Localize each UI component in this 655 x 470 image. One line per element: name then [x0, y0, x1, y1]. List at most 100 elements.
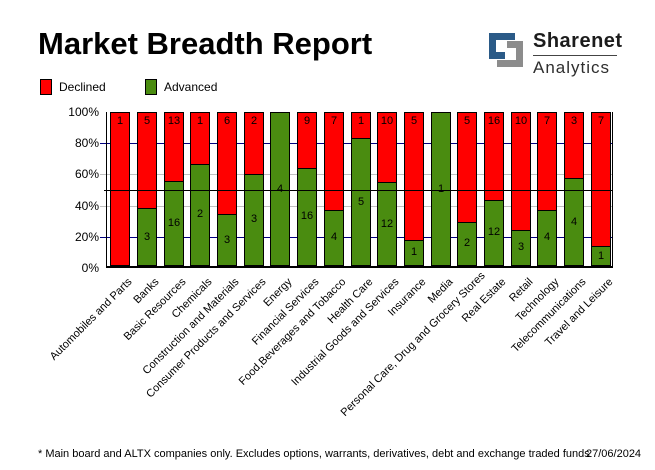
declined-value-label: 5 — [463, 115, 471, 127]
bar-automobiles-and-parts: 1 — [110, 112, 130, 266]
axis-tick-20pct — [100, 237, 106, 238]
bar-retail: 10 3 — [511, 112, 531, 266]
advanced-swatch-icon — [145, 79, 157, 95]
advanced-value-label: 1 — [597, 249, 605, 262]
y-axis-label: 20% — [74, 230, 99, 244]
bar-segment-advanced — [191, 163, 209, 265]
advanced-value-label: 5 — [357, 195, 365, 208]
legend-label-advanced: Advanced — [164, 80, 218, 94]
advanced-value-label: 4 — [543, 231, 551, 244]
bar-segment-advanced — [512, 229, 530, 265]
logo-brand-name: Sharenet — [533, 30, 623, 52]
bar-industrial-goods-and-services: 10 12 — [377, 112, 397, 266]
advanced-value-label: 16 — [300, 210, 314, 223]
bar-segment-advanced — [271, 113, 289, 265]
y-axis-label: 100% — [68, 105, 99, 119]
declined-value-label: 2 — [250, 115, 258, 127]
advanced-value-label: 2 — [196, 208, 204, 221]
advanced-value-label: 2 — [463, 237, 471, 250]
bar-segment-advanced — [538, 209, 556, 265]
declined-value-label: 16 — [487, 115, 501, 127]
advanced-value-label: 4 — [276, 183, 284, 195]
y-axis-label: 60% — [74, 167, 99, 181]
logo-divider — [533, 55, 617, 56]
footnote-text: * Main board and ALTX companies only. Ex… — [38, 448, 590, 460]
axis-tick-60pct — [100, 174, 106, 175]
bar-segment-advanced — [458, 221, 476, 265]
advanced-value-label: 1 — [437, 183, 445, 195]
advanced-value-label: 12 — [487, 226, 501, 239]
bar-segment-advanced — [352, 138, 370, 265]
advanced-value-label: 1 — [410, 246, 418, 259]
axis-tick-40pct — [100, 206, 106, 207]
advanced-value-label: 3 — [250, 213, 258, 226]
advanced-value-label: 3 — [517, 241, 525, 254]
sharenet-logo-icon — [489, 33, 523, 67]
declined-value-label: 3 — [570, 115, 578, 127]
declined-value-label: 1 — [116, 115, 124, 127]
bar-segment-advanced — [218, 214, 236, 265]
bar-energy: 4 — [270, 112, 290, 266]
sharenet-logo: Sharenet Analytics — [487, 30, 652, 78]
logo-sub-name: Analytics — [533, 58, 611, 77]
logo-text: Sharenet Analytics — [533, 30, 651, 78]
bar-segment-advanced — [565, 178, 583, 265]
declined-value-label: 7 — [330, 115, 338, 127]
axis-tick-80pct — [100, 143, 106, 144]
advanced-value-label: 3 — [143, 230, 151, 243]
declined-value-label: 5 — [410, 115, 418, 127]
declined-value-label: 13 — [167, 115, 181, 127]
y-axis-label: 80% — [74, 136, 99, 150]
bar-real-estate: 16 12 — [484, 112, 504, 266]
legend-item-declined: Declined — [40, 79, 106, 95]
page-title: Market Breadth Report — [38, 26, 373, 61]
declined-value-label: 1 — [357, 115, 365, 127]
bar-financial-services: 9 16 — [297, 112, 317, 266]
fifty-percent-line — [104, 190, 612, 191]
declined-value-label: 1 — [196, 115, 204, 127]
declined-value-label: 10 — [380, 115, 394, 127]
bar-segment-advanced — [485, 199, 503, 265]
bar-segment-advanced — [138, 208, 156, 265]
legend-item-advanced: Advanced — [145, 79, 217, 95]
declined-value-label: 7 — [543, 115, 551, 127]
bar-basic-resources: 13 16 — [164, 112, 184, 266]
declined-value-label: 7 — [597, 115, 605, 127]
bar-segment-advanced — [325, 209, 343, 265]
advanced-value-label: 16 — [167, 217, 181, 230]
declined-swatch-icon — [40, 79, 52, 95]
bar-segment-advanced — [165, 181, 183, 265]
advanced-value-label: 3 — [223, 233, 231, 246]
declined-value-label: 10 — [514, 115, 528, 127]
y-axis-label: 0% — [81, 261, 99, 275]
advanced-value-label: 4 — [570, 215, 578, 228]
bar-media: 1 — [431, 112, 451, 266]
advanced-value-label: 4 — [330, 231, 338, 244]
stacked-bar-chart: 100% 80% 60% 40% 20% 0% 1 5 3 13 16 1 2 6 3 2 3 4 9 16 7 4 1 5 1… — [48, 105, 615, 419]
bar-segment-advanced — [378, 182, 396, 265]
legend-label-declined: Declined — [59, 80, 106, 94]
y-axis-label: 40% — [74, 199, 99, 213]
bar-segment-advanced — [592, 246, 610, 265]
bar-segment-advanced — [405, 239, 423, 265]
declined-value-label: 9 — [303, 115, 311, 127]
report-date: 27/06/2024 — [586, 448, 642, 460]
bar-segment-advanced — [432, 113, 450, 265]
bar-segment-advanced — [298, 167, 316, 265]
declined-value-label: 5 — [143, 115, 151, 127]
bar-segment-advanced — [245, 173, 263, 265]
advanced-value-label: 12 — [380, 217, 394, 230]
declined-value-label: 6 — [223, 115, 231, 127]
